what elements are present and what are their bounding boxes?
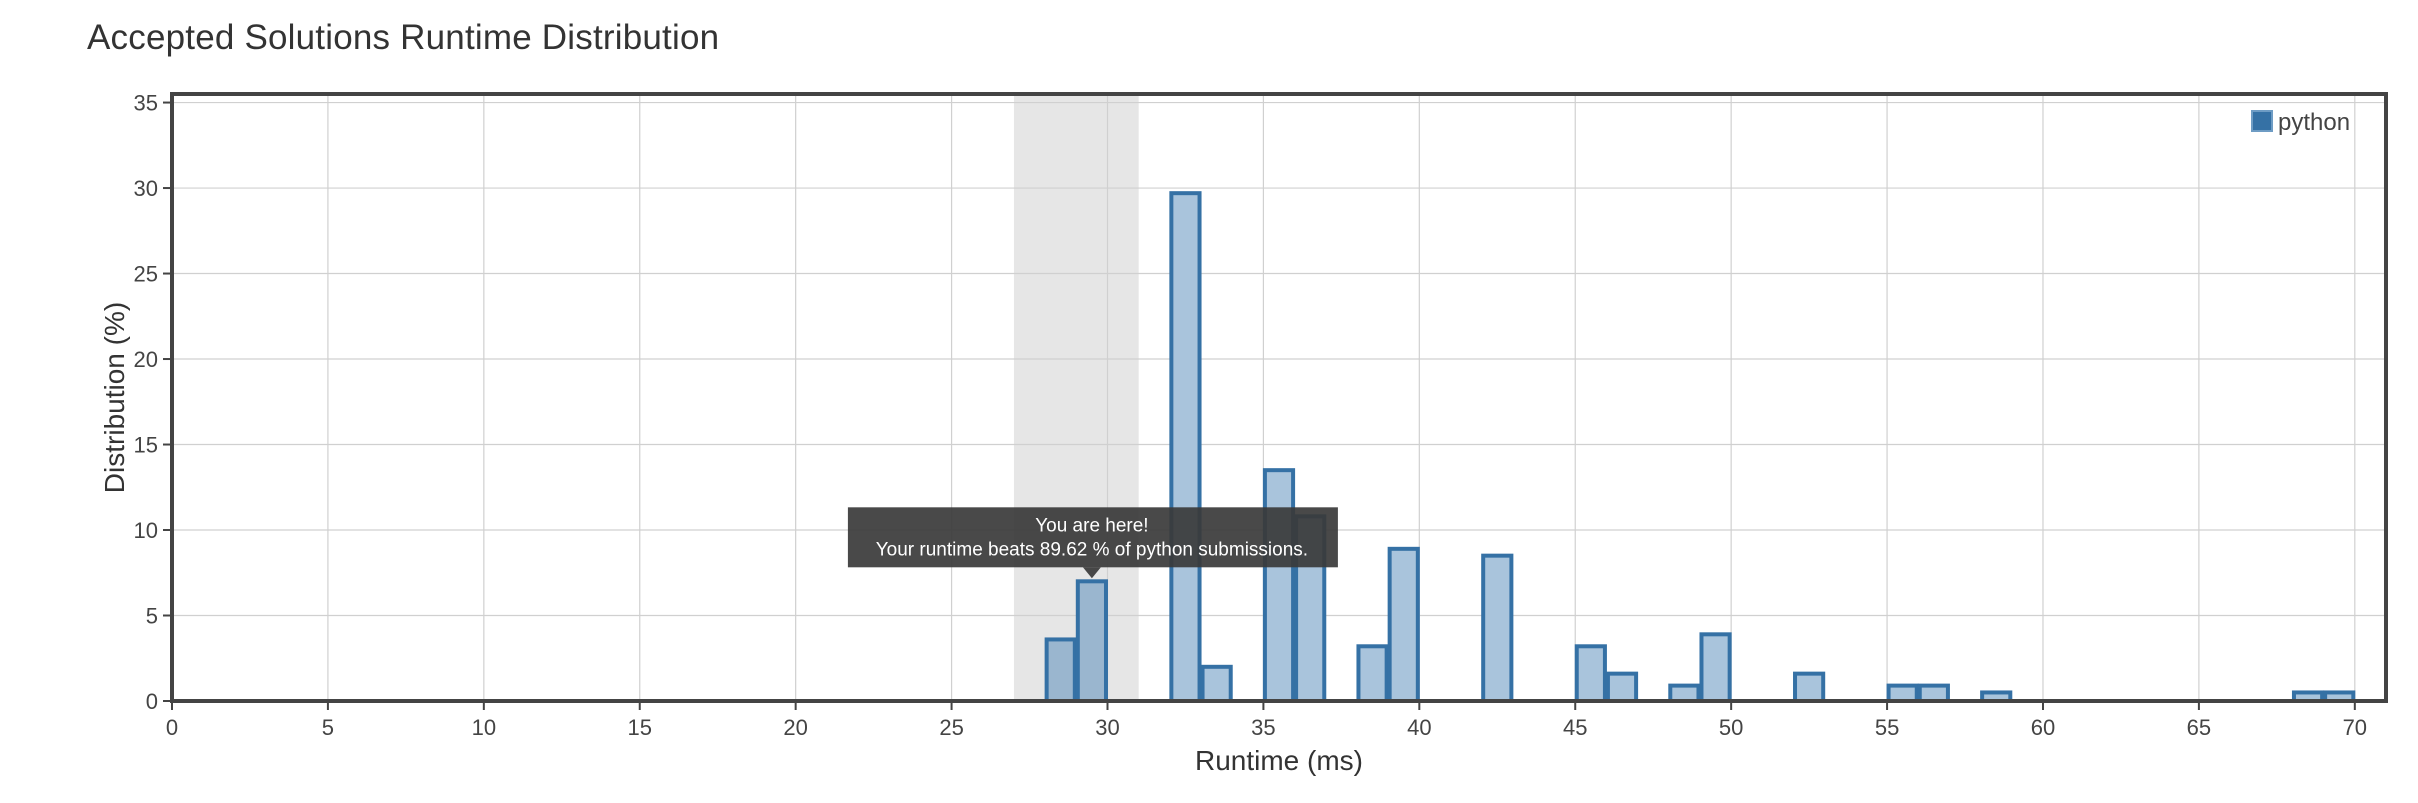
- tooltip-line-2: Your runtime beats 89.62 % of python sub…: [876, 539, 1308, 560]
- x-tick-label: 10: [472, 715, 496, 740]
- bar[interactable]: [1387, 546, 1420, 703]
- bar[interactable]: [1605, 671, 1639, 704]
- bar[interactable]: [1699, 632, 1732, 703]
- bar[interactable]: [1668, 683, 1701, 703]
- y-axis-label: Distribution (%): [99, 302, 130, 493]
- bar[interactable]: [1793, 671, 1826, 704]
- x-tick-label: 50: [1719, 715, 1743, 740]
- y-tick-label: 0: [146, 689, 158, 714]
- bar[interactable]: [1574, 644, 1607, 703]
- x-tick-label: 60: [2031, 715, 2055, 740]
- x-tick-label: 30: [1095, 715, 1119, 740]
- x-tick-label: 40: [1407, 715, 1431, 740]
- legend-swatch[interactable]: [2251, 110, 2273, 132]
- bar[interactable]: [1262, 468, 1296, 703]
- axis-layer: 0 5 10 15 20 25 30 35 40 45 50 55 60 65 70 0 5 10 15 20 25 30…: [99, 91, 2388, 776]
- bar[interactable]: [1481, 553, 1514, 704]
- x-tick-label: 35: [1251, 715, 1275, 740]
- tooltip-layer: You are here! Your runtime beats 89.62 % …: [847, 507, 1338, 579]
- page-title: Accepted Solutions Runtime Distribution: [87, 18, 720, 57]
- y-tick-label: 10: [134, 518, 158, 543]
- bar[interactable]: [1886, 683, 1919, 703]
- legend-label: python: [2278, 109, 2350, 136]
- x-tick-label: 15: [628, 715, 652, 740]
- plot-frame: [170, 92, 2388, 703]
- y-tick-label: 5: [146, 604, 158, 629]
- bar[interactable]: [1169, 191, 1202, 703]
- bar[interactable]: [1044, 637, 1077, 703]
- bars-layer: [1044, 191, 2356, 704]
- tooltip-pointer: [1082, 567, 1101, 579]
- x-axis-label: Runtime (ms): [1195, 745, 1363, 776]
- tooltip-box: [847, 507, 1338, 568]
- x-tick-label: 45: [1563, 715, 1587, 740]
- legend-layer: python: [2251, 109, 2350, 136]
- x-tick-label: 65: [2187, 715, 2211, 740]
- x-tick-label: 25: [939, 715, 963, 740]
- y-tick-label: 30: [134, 176, 158, 201]
- y-tick-label: 35: [134, 91, 158, 116]
- x-tick-label: 5: [322, 715, 334, 740]
- y-tick-label: 15: [134, 433, 158, 458]
- bar[interactable]: [1200, 664, 1233, 703]
- x-tick-label: 0: [166, 715, 178, 740]
- x-tick-label: 20: [783, 715, 807, 740]
- x-tick-label: 55: [1875, 715, 1899, 740]
- bar[interactable]: [1356, 644, 1389, 703]
- bar[interactable]: [1917, 683, 1950, 703]
- y-tick-label: 20: [134, 347, 158, 372]
- y-tick-label: 25: [134, 262, 158, 287]
- tooltip-line-1: You are here!: [1035, 515, 1148, 536]
- x-tick-label: 70: [2343, 715, 2367, 740]
- bar[interactable]: [1075, 579, 1108, 704]
